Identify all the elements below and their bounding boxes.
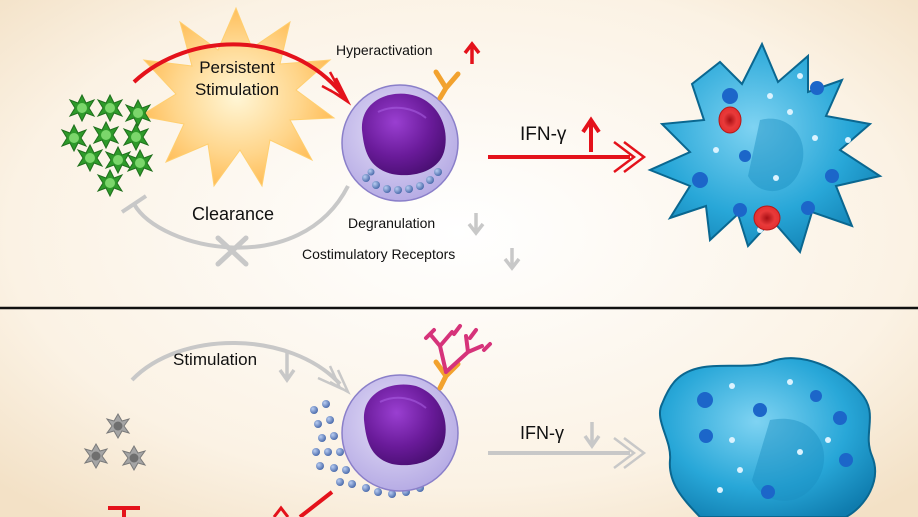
stimulation-label: Stimulation (173, 350, 258, 369)
engulfed-rbc (718, 106, 781, 231)
macrophage-resting (659, 357, 877, 517)
ifn-gamma-label-top: IFN-γ (520, 124, 567, 145)
active-pathogen (126, 148, 154, 178)
inhibitory-antibody-icon (424, 324, 492, 374)
ifn-down-arrow-icon (583, 422, 601, 450)
active-pathogen-cluster (60, 93, 154, 198)
active-pathogen (96, 168, 124, 198)
persistent-stimulation-arrow (132, 42, 344, 96)
costimulatory-down-arrow-icon (503, 248, 521, 271)
inactive-pathogen (121, 444, 147, 472)
activating-receptor-icon (433, 69, 461, 101)
active-pathogen (96, 93, 124, 123)
granule-cluster (362, 168, 442, 194)
released-granules (310, 400, 424, 498)
block-cross-icon (215, 235, 249, 267)
costimulatory-receptors-label: Costimulatory Receptors (302, 246, 456, 262)
top-panel (60, 6, 883, 271)
ifn-up-arrow-icon (581, 116, 601, 152)
degranulation-down-arrow-icon (467, 213, 485, 236)
active-pathogen (122, 122, 150, 152)
active-pathogen (68, 93, 96, 123)
hyperactivation-label: Hyperactivation (336, 42, 433, 58)
stimulation-arrow (130, 341, 342, 386)
activating-receptor-icon (433, 359, 461, 391)
partial-red-arrow-icon (272, 505, 290, 517)
clearance-label: Clearance (192, 204, 275, 224)
stimulation-arrowhead-icon (321, 71, 352, 106)
hyperactivation-up-arrow-icon (463, 41, 481, 64)
ifn-arrowhead-grey-icon (613, 437, 647, 469)
ifn-arrowhead-icon (613, 141, 647, 173)
degranulation-label: Degranulation (348, 215, 436, 231)
active-pathogen (124, 98, 152, 128)
inhibition-bar-icon (120, 194, 148, 214)
macrophage-activated (647, 41, 883, 255)
bottom-panel (83, 324, 877, 517)
macrophage-vesicles (697, 390, 853, 499)
stimulation-arrowhead-grey-icon (317, 365, 351, 395)
nk-cell-regulated (341, 324, 492, 492)
partial-red-bar-left (108, 506, 140, 517)
ifn-gamma-label-bottom: IFN-γ (520, 423, 564, 443)
burst-label: Persistent Stimulation (186, 57, 288, 101)
burst-label-line2: Stimulation (194, 80, 280, 99)
inactive-pathogen (83, 442, 109, 470)
nk-cell-hyperactive (341, 69, 461, 202)
active-pathogen (76, 143, 104, 173)
active-pathogen (104, 145, 132, 175)
inactive-pathogen (105, 412, 131, 440)
stimulation-down-arrow-icon (278, 352, 296, 384)
macrophage-vesicles (692, 81, 839, 217)
inactive-pathogen-cluster (83, 412, 147, 472)
active-pathogen (60, 123, 88, 153)
burst-label-line1: Persistent (199, 58, 275, 77)
partial-red-line-center (298, 490, 334, 517)
active-pathogen (92, 120, 120, 150)
